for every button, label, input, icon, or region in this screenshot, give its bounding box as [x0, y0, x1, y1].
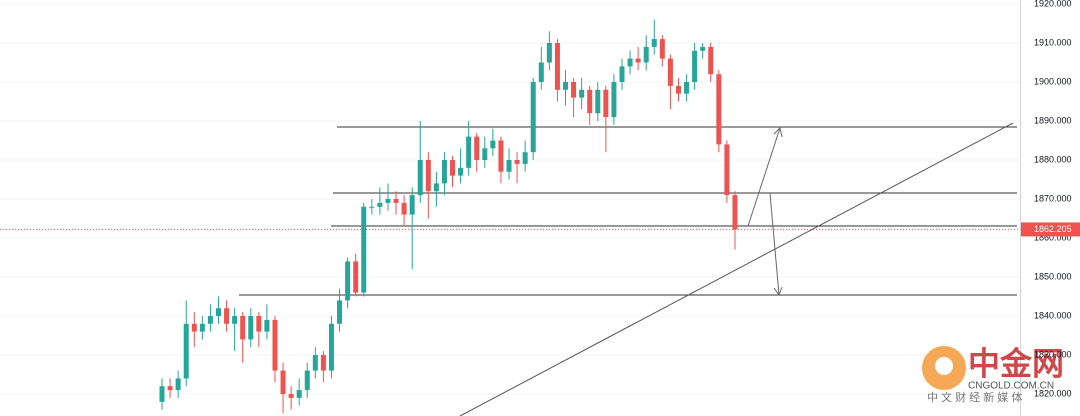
candle-body [393, 199, 399, 203]
drawings [239, 122, 1017, 416]
y-tick-label: 1870.000 [1034, 193, 1072, 203]
candle-body [474, 136, 480, 160]
candle-body [401, 202, 407, 215]
y-tick-label: 1830.000 [1034, 349, 1072, 359]
candle-body [450, 160, 456, 176]
watermark: 中金网 CNGOLD.COM.CN 中 文 财 经 新 媒 体 [922, 345, 1064, 404]
candle-body [627, 58, 633, 67]
candle-body [385, 199, 391, 203]
candle-body [675, 85, 681, 94]
domain: CNGOLD.COM.CN [968, 381, 1054, 392]
candle-body [320, 355, 326, 371]
candle-body [369, 206, 375, 208]
candle-body [345, 261, 351, 301]
candle-body [563, 82, 568, 90]
candle-body [498, 140, 504, 172]
candle-body [159, 386, 165, 402]
candle-body [417, 160, 423, 196]
y-tick-label: 1820.000 [1034, 388, 1072, 398]
y-tick-label: 1920.000 [1034, 0, 1072, 8]
candle-body [587, 89, 593, 114]
candle-body [288, 394, 294, 398]
y-tick-label: 1840.000 [1034, 310, 1072, 320]
candle-body [579, 89, 585, 98]
candle-body [611, 82, 617, 118]
candle-body [571, 82, 577, 98]
candle-body [207, 316, 213, 324]
candle-body [458, 167, 464, 176]
candle-body [215, 308, 221, 316]
candle-body [328, 323, 334, 371]
candle-body [490, 140, 496, 149]
candle-body [538, 62, 544, 82]
candle-body [651, 39, 657, 47]
candle-body [167, 386, 173, 391]
candle-body [708, 46, 714, 75]
arrow [769, 192, 783, 297]
candle-body [240, 316, 246, 340]
candle-body [199, 323, 205, 332]
candle-body [256, 316, 262, 332]
brand: 中金网 [968, 345, 1064, 381]
tagline: 中 文 财 经 新 媒 体 [927, 390, 1022, 404]
trend-line [459, 122, 1014, 416]
candle-body [667, 58, 673, 86]
candle-body [514, 160, 520, 164]
candle-body [659, 39, 665, 59]
candle-body [433, 183, 439, 192]
candle-body [530, 82, 536, 153]
candle-body [224, 308, 230, 324]
candle-body [248, 316, 254, 340]
arrow [747, 127, 783, 227]
candle-body [409, 195, 415, 215]
candle-body [522, 152, 528, 164]
candle-body [643, 46, 649, 63]
candle-body [175, 378, 181, 391]
candle-body [732, 195, 738, 230]
candle-body [700, 46, 706, 51]
candle-body [377, 202, 383, 207]
candle-body [272, 319, 278, 371]
candle-body [595, 89, 601, 114]
candle-body [684, 82, 690, 94]
candle-body [619, 66, 625, 82]
y-tick-label: 1900.000 [1034, 76, 1072, 86]
last-price-box [1021, 222, 1080, 237]
candle-body [635, 58, 641, 63]
candle-body [232, 316, 238, 324]
candle-body [716, 74, 722, 145]
candle-body [353, 261, 359, 293]
candle-body [425, 160, 431, 192]
candle-body [441, 160, 447, 184]
candle-body [506, 160, 512, 172]
candle-body [692, 50, 698, 82]
candle-body [554, 43, 560, 90]
candle-body [312, 355, 318, 371]
candle-body [264, 319, 270, 332]
candle-body [304, 370, 310, 391]
candle-body [724, 144, 730, 196]
candle-body [361, 206, 367, 293]
candle-body [482, 148, 488, 160]
candle-body [337, 300, 343, 324]
candle-body [280, 370, 286, 394]
candle-body [191, 323, 197, 332]
y-tick-label: 1880.000 [1034, 154, 1072, 164]
last-price-label: 1862.205 [1034, 224, 1072, 234]
candle-body [603, 89, 609, 118]
candles: 1862.205 [0, 19, 1080, 414]
candle-body [183, 323, 189, 379]
y-axis: 1920.000 1910.000 1900.000 1890.000 1880.000… [1034, 0, 1072, 398]
logo [935, 357, 953, 375]
candle-body [296, 390, 302, 398]
y-tick-label: 1850.000 [1034, 271, 1072, 281]
candle-body [546, 43, 552, 63]
y-tick-label: 1890.000 [1034, 115, 1072, 125]
y-tick-label: 1860.000 [1034, 232, 1072, 242]
candle-body [466, 136, 472, 168]
y-tick-label: 1910.000 [1034, 37, 1072, 47]
